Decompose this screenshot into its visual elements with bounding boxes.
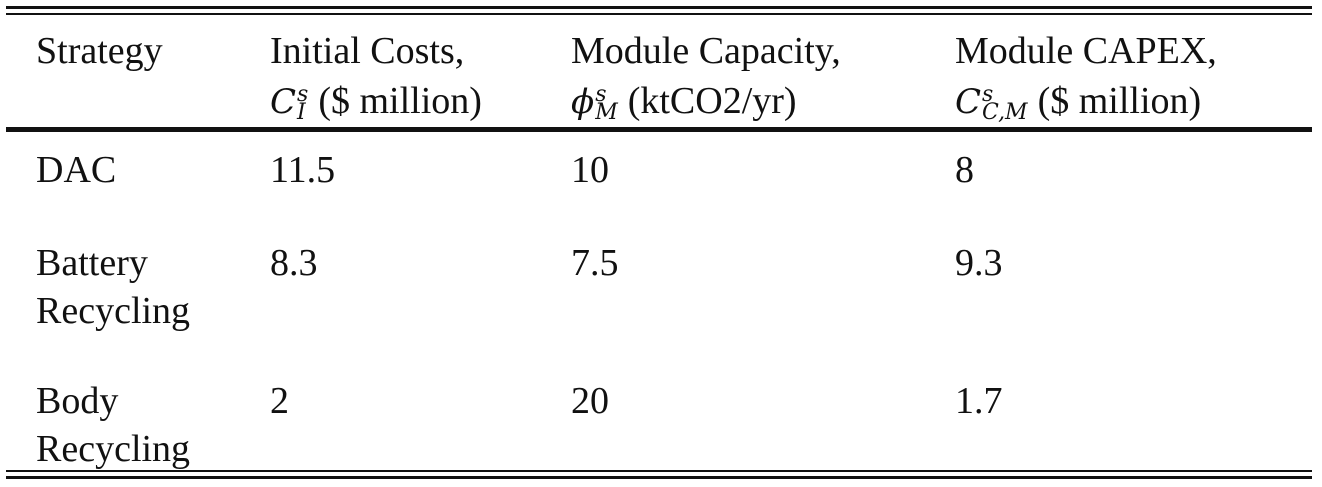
cell-strategy-body-line1: Body <box>36 380 119 422</box>
header-module-capacity-symbol: ϕ s M (ktCO2/yr) <box>571 78 797 125</box>
subscript: C,M <box>982 100 1028 125</box>
cell-module-capex-battery: 9.3 <box>955 242 1003 284</box>
cell-module-capex-dac: 8 <box>955 149 974 191</box>
top-rule <box>6 6 1312 9</box>
cell-module-capacity-battery: 7.5 <box>571 242 619 284</box>
cell-initial-costs-body: 2 <box>270 380 289 422</box>
cell-module-capacity-dac: 10 <box>571 149 609 191</box>
bottom-rule <box>6 476 1312 479</box>
symbol-indices: s C,M <box>982 82 1028 125</box>
header-initial-costs: Initial Costs, <box>270 30 465 72</box>
superscript: s <box>982 82 994 107</box>
cell-module-capacity-body: 20 <box>571 380 609 422</box>
header-rule <box>6 127 1312 132</box>
header-strategy: Strategy <box>36 30 163 72</box>
top-rule-inner <box>6 13 1312 15</box>
subscript: I <box>297 100 306 125</box>
header-unit: (ktCO2/yr) <box>627 80 797 122</box>
cell-module-capex-body: 1.7 <box>955 380 1003 422</box>
symbol-initial-costs: C <box>270 82 297 122</box>
cell-strategy-body-line2: Recycling <box>36 428 191 470</box>
cell-strategy-battery-line1: Battery <box>36 242 148 284</box>
symbol-module-capex: C <box>955 82 982 122</box>
superscript: s <box>595 82 607 107</box>
cell-strategy-battery-line2: Recycling <box>36 290 191 332</box>
cell-initial-costs-battery: 8.3 <box>270 242 318 284</box>
cell-strategy-dac: DAC <box>36 149 117 191</box>
header-unit: ($ million) <box>318 80 482 122</box>
bottom-rule-inner <box>6 470 1312 472</box>
superscript: s <box>297 82 309 107</box>
cell-initial-costs-dac: 11.5 <box>270 149 336 191</box>
header-unit: ($ million) <box>1037 80 1202 122</box>
header-module-capacity: Module Capacity, <box>571 30 841 72</box>
subscript: M <box>595 100 618 125</box>
symbol-module-capacity: ϕ <box>571 82 595 122</box>
header-module-capex: Module CAPEX, <box>955 30 1217 72</box>
